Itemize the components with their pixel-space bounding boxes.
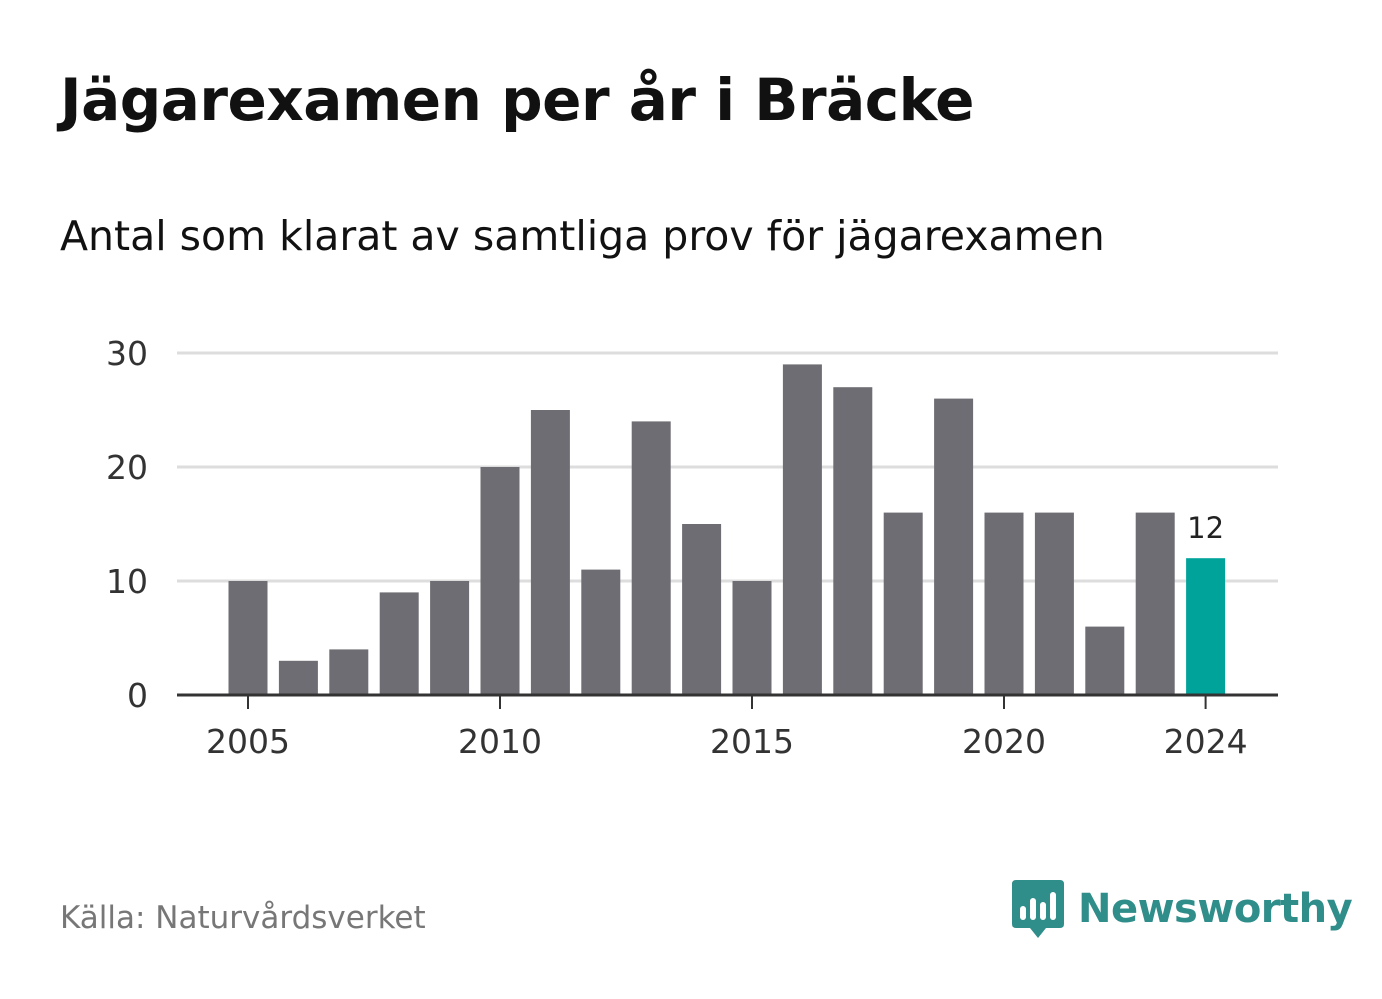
bar-2016 <box>782 364 822 695</box>
source-note: Källa: Naturvårdsverket <box>60 900 426 936</box>
y-tick-label: 0 <box>127 676 148 715</box>
y-tick-label: 20 <box>106 448 148 487</box>
x-tick-label: 2015 <box>710 722 794 761</box>
bar-2014 <box>682 524 722 695</box>
y-tick-label: 10 <box>106 562 148 601</box>
bar-2006 <box>278 660 318 695</box>
x-tick-label: 2020 <box>962 722 1046 761</box>
bar-2017 <box>833 387 873 695</box>
bar-2010 <box>480 467 520 695</box>
bar-value-label: 12 <box>1187 511 1224 545</box>
bar-2023 <box>1135 512 1175 695</box>
bar-2020 <box>984 512 1024 695</box>
chart-title: Jägarexamen per år i Bräcke <box>60 66 974 134</box>
chart-subtitle: Antal som klarat av samtliga prov för jä… <box>60 212 1105 260</box>
bar-2013 <box>631 421 671 695</box>
x-tick-label: 2010 <box>458 722 542 761</box>
brand-name: Newsworthy <box>1078 886 1353 932</box>
bar-2022 <box>1085 626 1125 695</box>
x-tick-label: 2024 <box>1164 722 1248 761</box>
brand-logo: Newsworthy <box>1010 878 1353 940</box>
bar-2007 <box>329 649 369 695</box>
y-tick-label: 30 <box>106 334 148 373</box>
bar-2019 <box>934 398 974 695</box>
bar-2015 <box>732 581 772 695</box>
bar-2021 <box>1034 512 1074 695</box>
bar-2005 <box>228 581 268 695</box>
bar-2018 <box>883 512 923 695</box>
bar-2012 <box>581 569 621 695</box>
x-tick-label: 2005 <box>206 722 290 761</box>
bar-2011 <box>530 410 570 695</box>
bars <box>228 364 1226 695</box>
newsworthy-logo-icon <box>1012 880 1064 938</box>
bar-2024 <box>1186 558 1226 695</box>
bar-2008 <box>379 592 419 695</box>
axes <box>177 693 1278 709</box>
labels: 0 10 20 30 12 2005 2010 2015 2020 2024 <box>106 334 1248 761</box>
bar-2009 <box>430 581 470 695</box>
gridlines <box>177 351 1278 583</box>
